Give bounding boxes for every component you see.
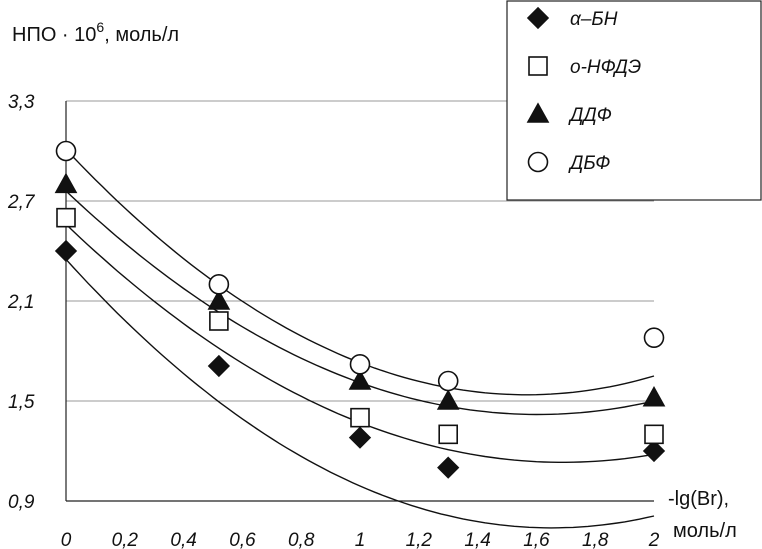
- x-tick-label: 1,6: [523, 530, 550, 549]
- legend-box: [506, 0, 762, 201]
- data-point-triangle: [642, 386, 666, 407]
- data-point-circle: [643, 327, 665, 348]
- data-point-triangle: [207, 289, 231, 310]
- data-point-diamond: [642, 439, 666, 463]
- legend-label: о-НФДЭ: [570, 57, 641, 78]
- data-point-square: [56, 207, 76, 228]
- y-tick-label: 0,9: [8, 492, 35, 513]
- y-tick-label: 2,1: [7, 292, 34, 313]
- legend-marker-square: [528, 56, 548, 76]
- trend-line-series-1: [65, 258, 655, 529]
- legend-marker-triangle: [526, 102, 550, 123]
- x-tick-label: 1,8: [582, 530, 609, 549]
- x-tick-label: 2: [648, 530, 660, 549]
- x-tick-label: 0,8: [288, 530, 315, 549]
- y-tick-label: 1,5: [8, 392, 35, 413]
- y-tick-label: 2,7: [7, 192, 36, 213]
- data-point-square: [644, 424, 664, 445]
- data-point-circle: [349, 354, 371, 375]
- x-tick-label: 0,2: [112, 530, 139, 549]
- data-point-diamond: [54, 239, 78, 263]
- y-tick-label: 3,3: [8, 92, 35, 113]
- x-tick-label: 1,2: [406, 530, 433, 549]
- data-markers: [54, 140, 666, 479]
- x-tick-label: 0: [61, 530, 72, 549]
- x-axis-title-line2: моль/л: [673, 520, 737, 542]
- x-axis-title-line1: -lg(Br),: [668, 488, 729, 510]
- data-point-diamond: [207, 354, 231, 378]
- legend-marker-circle: [527, 151, 549, 173]
- x-tick-label: 1,4: [464, 530, 490, 549]
- tick-labels: 0,9 1,5 2,1 2,7 3,3 0 0,2 0,4 0,6 0,8 1 1,2 1,4 1,6 1,…: [7, 92, 660, 549]
- x-tick-label: 0,4: [170, 530, 196, 549]
- data-point-triangle: [54, 172, 78, 194]
- data-point-square: [438, 424, 459, 445]
- legend-label: ДБФ: [568, 153, 610, 174]
- y-axis-title: НПО · 106, моль/л: [12, 19, 179, 46]
- axes: [65, 101, 654, 502]
- data-point-triangle: [348, 369, 372, 390]
- data-point-square: [350, 407, 370, 428]
- legend-label: ДДФ: [568, 105, 612, 126]
- legend-label: α–БН: [570, 9, 618, 30]
- data-point-diamond: [348, 426, 372, 449]
- data-point-triangle: [436, 389, 460, 410]
- trend-curves: [65, 148, 655, 529]
- data-point-diamond: [437, 456, 460, 479]
- legend-marker-diamond: [526, 6, 550, 30]
- x-tick-label: 0,6: [229, 530, 256, 549]
- x-tick-label: 1: [355, 530, 366, 549]
- data-point-square: [209, 311, 229, 331]
- data-point-circle: [437, 370, 459, 392]
- data-point-circle: [208, 274, 230, 295]
- legend: α–БН о-НФДЭ ДДФ ДБФ: [506, 0, 762, 201]
- data-point-circle: [55, 140, 77, 162]
